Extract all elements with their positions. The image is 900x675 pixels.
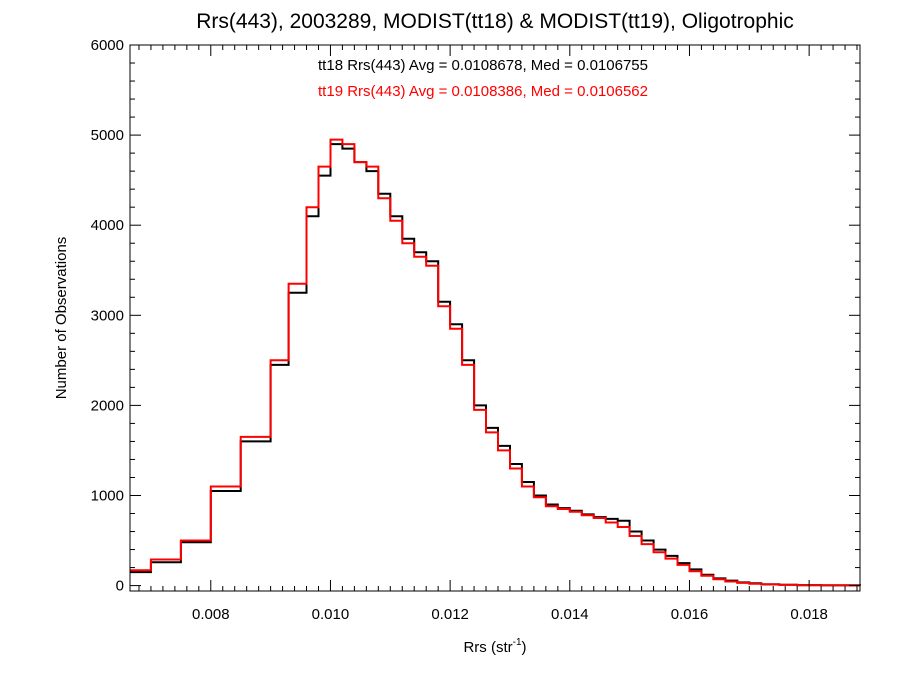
- x-axis-label-superscript: -1: [513, 637, 522, 648]
- x-tick-label: 0.010: [312, 606, 350, 623]
- y-axis-label: Number of Observations: [53, 237, 70, 400]
- x-tick-label: 0.016: [671, 606, 709, 623]
- y-tick-label: 6000: [91, 37, 124, 54]
- annotation-tt19: tt19 Rrs(443) Avg = 0.0108386, Med = 0.0…: [318, 83, 648, 100]
- x-tick-label: 0.014: [551, 606, 589, 623]
- y-tick-label: 1000: [91, 487, 124, 504]
- y-tick-label: 5000: [91, 127, 124, 144]
- chart-title: Rrs(443), 2003289, MODIST(tt18) & MODIST…: [196, 10, 794, 33]
- y-tick-label: 4000: [91, 217, 124, 234]
- y-tick-label: 3000: [91, 307, 124, 324]
- x-axis-label-end: ): [522, 639, 527, 656]
- y-tick-label: 0: [116, 578, 124, 595]
- series-line-tt19: [130, 138, 861, 587]
- x-tick-label: 0.018: [790, 606, 828, 623]
- x-axis-label: Rrs (str-1): [463, 637, 526, 656]
- x-tick-label: 0.012: [431, 606, 469, 623]
- plot-frame: [129, 44, 861, 592]
- y-tick-label: 2000: [91, 397, 124, 414]
- x-axis-label-main: Rrs (str: [463, 639, 512, 656]
- x-tick-label: 0.008: [192, 606, 230, 623]
- annotation-tt18: tt18 Rrs(443) Avg = 0.0108678, Med = 0.0…: [318, 57, 648, 74]
